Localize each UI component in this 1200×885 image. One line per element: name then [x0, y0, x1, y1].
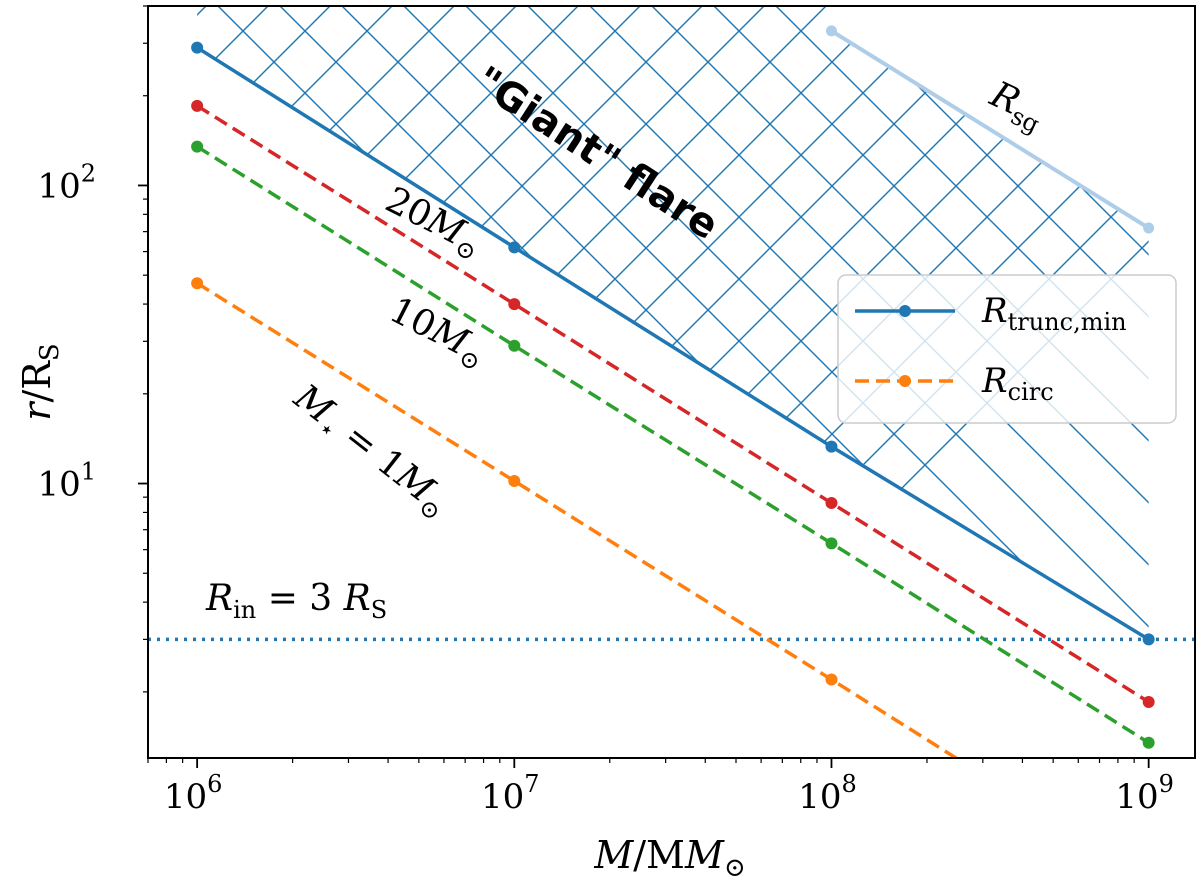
hatch-line — [0, 0, 120, 885]
y-tick-label: 102 — [37, 159, 96, 206]
hatch-line — [303, 6, 1149, 640]
hatch-line — [197, 6, 927, 640]
series-point — [508, 474, 521, 487]
hatch-line — [197, 6, 1149, 640]
legend-marker-trunc — [899, 305, 911, 317]
series-line — [196, 46, 1150, 641]
hatch-line — [197, 6, 245, 640]
m10-label: 10M⊙ — [381, 289, 493, 377]
series-line — [196, 145, 1150, 745]
hatch-line — [197, 6, 555, 640]
hatch-line — [0, 0, 58, 885]
rin-label: Rin = 3 RS — [205, 578, 387, 624]
hatch-line — [197, 6, 493, 640]
giant-flare-label: "Giant" flare — [467, 58, 727, 249]
plot-frame — [147, 5, 1196, 759]
hatch-line — [197, 6, 493, 640]
hatch-line — [365, 6, 1149, 640]
series-point — [1142, 633, 1155, 646]
rsg-point — [1143, 222, 1155, 234]
x-tick-label: 108 — [798, 770, 857, 817]
x-tick-label: 106 — [164, 770, 223, 817]
hatch-line — [197, 6, 369, 640]
series-lines — [148, 25, 1195, 885]
series-point — [1142, 736, 1155, 749]
legend: Rtrunc,min Rcirc — [837, 274, 1177, 424]
legend-marker-circ — [899, 375, 911, 387]
series-point — [1143, 873, 1155, 885]
series-point — [825, 440, 838, 453]
series-point — [1142, 695, 1155, 708]
hatch-line — [0, 0, 120, 885]
mstar-label: M⋆ = 1M⊙ — [283, 376, 458, 527]
hatch-line — [197, 6, 927, 640]
series-point — [191, 99, 204, 112]
series-point — [191, 277, 204, 290]
series-point — [191, 41, 204, 54]
hatch-line — [197, 6, 245, 640]
series-point — [825, 673, 838, 686]
y-axis-label: r/RS — [15, 343, 65, 420]
hatch-line — [197, 6, 369, 640]
hatch-line — [197, 6, 803, 640]
tick-labels: 106 107 108 109 101 102 — [37, 159, 1173, 817]
hatch-line — [303, 6, 1149, 640]
rsg-line — [830, 29, 1150, 230]
series-point — [508, 339, 521, 352]
series-point — [825, 537, 838, 550]
x-tick-label: 107 — [481, 770, 540, 817]
legend-label-trunc: Rtrunc,min — [981, 291, 1127, 336]
hatch-line — [0, 0, 58, 885]
hatch-line — [0, 0, 182, 885]
hatch-line — [365, 6, 1149, 640]
hatch-line — [197, 6, 803, 640]
series-point — [508, 298, 521, 311]
x-tick-label: 109 — [1115, 770, 1174, 817]
hatch-line — [0, 0, 182, 885]
series-point — [508, 241, 521, 254]
series-point — [191, 140, 204, 153]
hatch-line — [197, 6, 307, 640]
rsg-point — [825, 25, 837, 37]
hatch-line — [197, 6, 1149, 640]
y-tick-label: 101 — [37, 458, 96, 505]
hatch-line — [197, 6, 307, 640]
x-axis-label: M/MM⊙ — [593, 833, 745, 883]
series-point — [825, 497, 838, 510]
series-line — [196, 104, 1150, 704]
hatch-line — [197, 6, 555, 640]
legend-label-circ: Rcirc — [981, 361, 1054, 406]
